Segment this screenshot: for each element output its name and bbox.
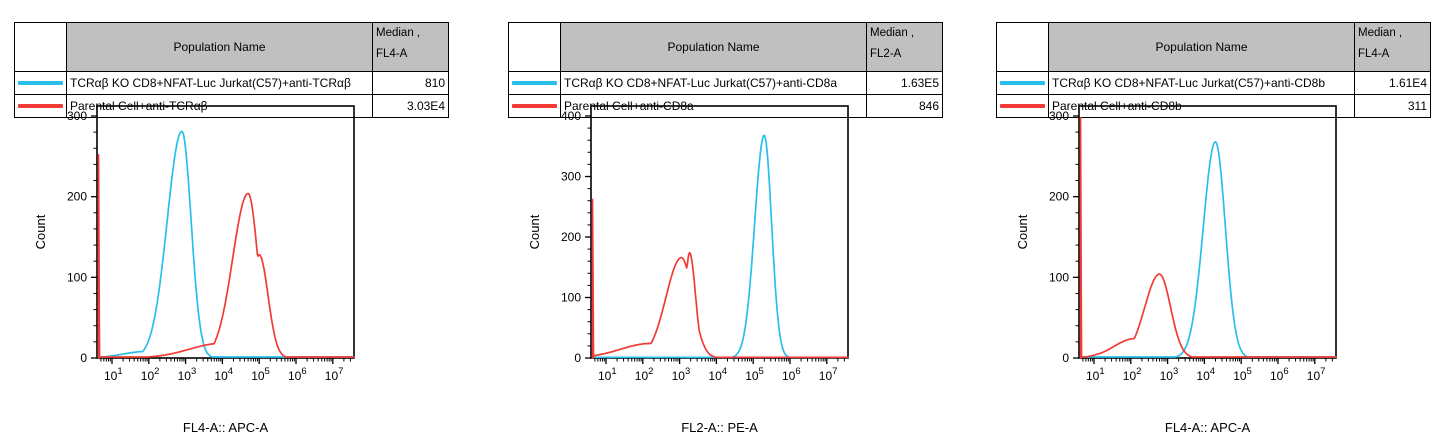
median-value-cell: 311	[1354, 94, 1431, 118]
median-header: Median , FL2-A	[866, 22, 943, 72]
series-color-swatch	[1000, 104, 1045, 108]
svg-text:102: 102	[635, 366, 654, 383]
panel-anti-cd8a: Population Name Median , FL2-A TCRαβ KO …	[496, 0, 966, 448]
svg-text:300: 300	[1049, 109, 1069, 123]
panel-anti-tcrab: Population Name Median , FL4-A TCRαβ KO …	[2, 0, 472, 448]
histogram-plot: 0 100 200 300 101 102 103 104 105 106 107 Count FL…	[984, 98, 1443, 448]
histogram-plot: 0 100 200 300 101 102 103 104 105 106 107 Count FL…	[2, 98, 472, 448]
svg-text:100: 100	[67, 270, 87, 284]
svg-text:107: 107	[325, 366, 344, 383]
median-header-line1: Median ,	[1358, 27, 1403, 39]
svg-text:106: 106	[782, 366, 801, 383]
histogram-plot: 0 100 200 300 400 101 102 103 104 105 106 107 Count…	[496, 98, 966, 448]
y-axis-label: Count	[527, 214, 542, 250]
table-row: TCRαβ KO CD8+NFAT-Luc Jurkat(C57)+anti-C…	[996, 71, 1431, 95]
population-name-cell: TCRαβ KO CD8+NFAT-Luc Jurkat(C57)+anti-T…	[66, 71, 373, 95]
svg-text:300: 300	[67, 109, 87, 123]
series-swatch-cell	[508, 94, 561, 118]
median-header-line2: FL4-A	[376, 48, 408, 61]
svg-text:100: 100	[561, 291, 581, 305]
svg-text:100: 100	[1049, 270, 1069, 284]
histogram-svg: 0 100 200 300 101 102 103 104 105 106 107	[67, 105, 355, 383]
svg-text:101: 101	[598, 366, 617, 383]
median-header: Median , FL4-A	[372, 22, 449, 72]
population-name-header: Population Name	[560, 22, 867, 72]
x-axis-label: FL4-A:: APC-A	[1164, 420, 1251, 435]
table-header-row: Population Name Median , FL2-A	[508, 22, 943, 72]
svg-text:0: 0	[1062, 351, 1069, 365]
svg-text:103: 103	[1160, 366, 1179, 383]
svg-text:106: 106	[288, 366, 307, 383]
svg-text:107: 107	[819, 366, 838, 383]
series-color-swatch	[18, 81, 63, 85]
median-value-cell: 1.61E4	[1354, 71, 1431, 95]
series-color-swatch	[18, 104, 63, 108]
table-row: TCRαβ KO CD8+NFAT-Luc Jurkat(C57)+anti-C…	[508, 71, 943, 95]
table-row: TCRαβ KO CD8+NFAT-Luc Jurkat(C57)+anti-T…	[14, 71, 449, 95]
svg-text:102: 102	[1123, 366, 1142, 383]
y-axis-label: Count	[33, 214, 48, 250]
population-name-header: Population Name	[66, 22, 373, 72]
svg-text:106: 106	[1270, 366, 1289, 383]
median-value-cell: 3.03E4	[372, 94, 449, 118]
y-axis-label: Count	[1015, 214, 1030, 250]
svg-text:104: 104	[708, 366, 727, 383]
median-header-line2: FL2-A	[870, 48, 902, 61]
svg-text:105: 105	[251, 366, 270, 383]
table-corner-cell	[508, 22, 561, 72]
svg-text:0: 0	[80, 351, 87, 365]
svg-text:0: 0	[574, 351, 581, 365]
svg-text:101: 101	[1086, 366, 1105, 383]
svg-text:102: 102	[141, 366, 160, 383]
population-table: Population Name Median , FL4-A TCRαβ KO …	[14, 22, 449, 118]
median-value-cell: 1.63E5	[866, 71, 943, 95]
svg-text:104: 104	[214, 366, 233, 383]
series-swatch-cell	[14, 94, 67, 118]
series-swatch-cell	[508, 71, 561, 95]
svg-text:200: 200	[561, 230, 581, 244]
histogram-svg: 0 100 200 300 400 101 102 103 104 105 106 107	[561, 105, 849, 383]
median-value-cell: 846	[866, 94, 943, 118]
svg-text:200: 200	[67, 190, 87, 204]
median-header: Median , FL4-A	[1354, 22, 1431, 72]
population-name-cell: TCRαβ KO CD8+NFAT-Luc Jurkat(C57)+anti-C…	[1048, 71, 1355, 95]
series-swatch-cell	[996, 71, 1049, 95]
svg-text:101: 101	[104, 366, 123, 383]
histogram-svg: 0 100 200 300 101 102 103 104 105 106 107	[1049, 105, 1337, 383]
svg-text:200: 200	[1049, 190, 1069, 204]
x-axis-label: FL2-A:: PE-A	[681, 420, 758, 435]
table-corner-cell	[14, 22, 67, 72]
svg-text:400: 400	[561, 109, 581, 123]
svg-text:103: 103	[672, 366, 691, 383]
table-header-row: Population Name Median , FL4-A	[14, 22, 449, 72]
svg-text:103: 103	[178, 366, 197, 383]
population-name-header: Population Name	[1048, 22, 1355, 72]
series-color-swatch	[1000, 81, 1045, 85]
median-header-line1: Median ,	[870, 27, 915, 39]
series-swatch-cell	[14, 71, 67, 95]
median-header-line1: Median ,	[376, 27, 421, 39]
svg-text:107: 107	[1307, 366, 1326, 383]
table-header-row: Population Name Median , FL4-A	[996, 22, 1431, 72]
table-corner-cell	[996, 22, 1049, 72]
svg-text:105: 105	[1233, 366, 1252, 383]
series-color-swatch	[512, 104, 557, 108]
population-table: Population Name Median , FL4-A TCRαβ KO …	[996, 22, 1431, 118]
svg-text:300: 300	[561, 170, 581, 184]
series-swatch-cell	[996, 94, 1049, 118]
panel-anti-cd8b: Population Name Median , FL4-A TCRαβ KO …	[984, 0, 1443, 448]
svg-text:104: 104	[1196, 366, 1215, 383]
population-table: Population Name Median , FL2-A TCRαβ KO …	[508, 22, 943, 118]
x-axis-label: FL4-A:: APC-A	[182, 420, 269, 435]
series-color-swatch	[512, 81, 557, 85]
population-name-cell: TCRαβ KO CD8+NFAT-Luc Jurkat(C57)+anti-C…	[560, 71, 867, 95]
median-header-line2: FL4-A	[1358, 48, 1390, 61]
median-value-cell: 810	[372, 71, 449, 95]
svg-text:105: 105	[745, 366, 764, 383]
